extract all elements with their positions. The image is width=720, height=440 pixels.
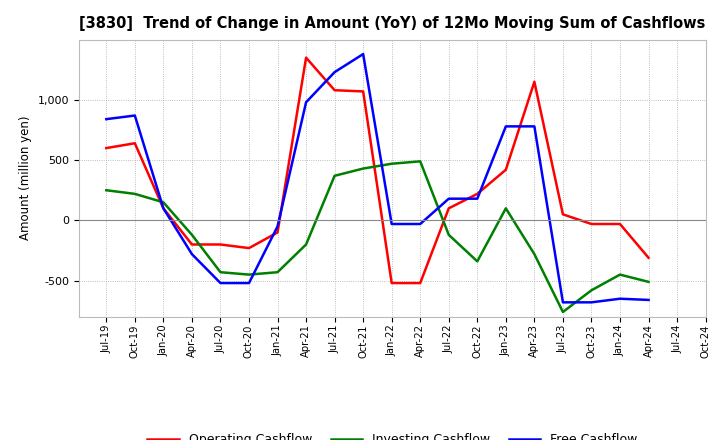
Investing Cashflow <box>587 288 595 293</box>
Investing Cashflow <box>416 159 425 164</box>
Operating Cashflow <box>216 242 225 247</box>
Investing Cashflow <box>530 252 539 257</box>
Investing Cashflow <box>245 272 253 277</box>
Investing Cashflow <box>130 191 139 197</box>
Free Cashflow <box>502 124 510 129</box>
Operating Cashflow <box>587 221 595 227</box>
Operating Cashflow <box>502 167 510 172</box>
Free Cashflow <box>302 99 310 105</box>
Free Cashflow <box>530 124 539 129</box>
Free Cashflow <box>644 297 653 303</box>
Investing Cashflow <box>302 242 310 247</box>
Investing Cashflow <box>559 309 567 315</box>
Investing Cashflow <box>188 232 197 238</box>
Operating Cashflow <box>530 79 539 84</box>
Investing Cashflow <box>473 259 482 264</box>
Operating Cashflow <box>188 242 197 247</box>
Free Cashflow <box>387 221 396 227</box>
Free Cashflow <box>587 300 595 305</box>
Free Cashflow <box>330 70 339 75</box>
Title: [3830]  Trend of Change in Amount (YoY) of 12Mo Moving Sum of Cashflows: [3830] Trend of Change in Amount (YoY) o… <box>79 16 706 32</box>
Operating Cashflow <box>416 280 425 286</box>
Free Cashflow <box>188 252 197 257</box>
Operating Cashflow <box>444 205 453 211</box>
Free Cashflow <box>102 117 111 122</box>
Investing Cashflow <box>502 205 510 211</box>
Line: Free Cashflow: Free Cashflow <box>107 54 649 302</box>
Operating Cashflow <box>245 246 253 251</box>
Operating Cashflow <box>644 255 653 260</box>
Operating Cashflow <box>159 205 168 211</box>
Line: Operating Cashflow: Operating Cashflow <box>107 58 649 283</box>
Operating Cashflow <box>130 141 139 146</box>
Operating Cashflow <box>359 89 367 94</box>
Investing Cashflow <box>273 270 282 275</box>
Legend: Operating Cashflow, Investing Cashflow, Free Cashflow: Operating Cashflow, Investing Cashflow, … <box>143 429 642 440</box>
Free Cashflow <box>559 300 567 305</box>
Free Cashflow <box>216 280 225 286</box>
Free Cashflow <box>159 205 168 211</box>
Line: Investing Cashflow: Investing Cashflow <box>107 161 649 312</box>
Operating Cashflow <box>559 212 567 217</box>
Free Cashflow <box>444 196 453 202</box>
Investing Cashflow <box>159 200 168 205</box>
Free Cashflow <box>616 296 624 301</box>
Investing Cashflow <box>616 272 624 277</box>
Y-axis label: Amount (million yen): Amount (million yen) <box>19 116 32 240</box>
Investing Cashflow <box>359 166 367 171</box>
Free Cashflow <box>473 196 482 202</box>
Operating Cashflow <box>302 55 310 60</box>
Free Cashflow <box>359 51 367 57</box>
Operating Cashflow <box>616 221 624 227</box>
Operating Cashflow <box>330 88 339 93</box>
Investing Cashflow <box>330 173 339 179</box>
Free Cashflow <box>416 221 425 227</box>
Free Cashflow <box>273 224 282 229</box>
Free Cashflow <box>245 280 253 286</box>
Investing Cashflow <box>216 270 225 275</box>
Investing Cashflow <box>444 232 453 238</box>
Operating Cashflow <box>473 191 482 197</box>
Free Cashflow <box>130 113 139 118</box>
Investing Cashflow <box>387 161 396 166</box>
Operating Cashflow <box>387 280 396 286</box>
Investing Cashflow <box>644 279 653 285</box>
Operating Cashflow <box>273 230 282 235</box>
Investing Cashflow <box>102 187 111 193</box>
Operating Cashflow <box>102 146 111 151</box>
